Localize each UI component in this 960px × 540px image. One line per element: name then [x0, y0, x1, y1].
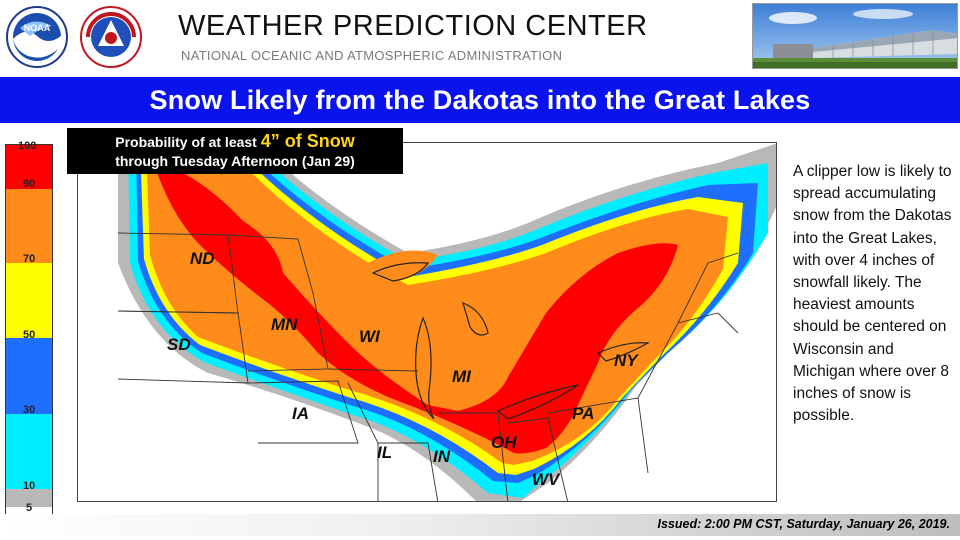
footer: Issued: 2:00 PM CST, Saturday, January 2… [0, 514, 960, 536]
state-label-nd: ND [190, 249, 215, 268]
legend-label-70: 70 [23, 253, 36, 265]
page-subtitle: NATIONAL OCEANIC AND ATMOSPHERIC ADMINIS… [181, 48, 563, 63]
nws-logo [80, 6, 142, 68]
legend-label-5: 5 [26, 502, 33, 514]
probability-caption-prefix: Probability of at least [115, 134, 261, 150]
legend-band-30-50 [6, 338, 52, 414]
page-title: WEATHER PREDICTION CENTER [178, 10, 648, 42]
state-label-wv: WV [532, 470, 560, 489]
probability-caption-highlight: 4” of Snow [260, 131, 355, 151]
legend-label-30: 30 [23, 404, 36, 416]
svg-text:NOAA: NOAA [24, 23, 51, 33]
state-label-ia: IA [292, 404, 309, 423]
snow-probability-map: ND SD MN WI IA IL IN MI OH PA NY WV [77, 142, 777, 502]
state-label-il: IL [377, 443, 393, 462]
probability-caption-line2: through Tuesday Afternoon (Jan 29) [115, 153, 355, 169]
state-label-ny: NY [614, 351, 638, 370]
probability-caption-line1: Probability of at least 4” of Snow [67, 132, 403, 152]
legend-band-90-100 [6, 145, 52, 189]
state-label-wi: WI [359, 327, 380, 346]
legend-band-70-90 [6, 189, 52, 263]
legend-label-10: 10 [23, 480, 36, 492]
probability-caption: Probability of at least 4” of Snow throu… [67, 128, 403, 174]
state-label-mn: MN [271, 315, 298, 334]
probability-legend: 100 90 70 50 30 10 5 0 [5, 140, 53, 531]
state-label-pa: PA [572, 404, 595, 423]
legend-band-50-70 [6, 263, 52, 338]
legend-label-50: 50 [23, 329, 36, 341]
legend-band-10-30 [6, 414, 52, 489]
header: NOAA WEATHER PREDICTION CENTER NATIONAL … [0, 0, 960, 74]
state-label-sd: SD [167, 335, 191, 354]
headline-banner: Snow Likely from the Dakotas into the Gr… [0, 77, 960, 123]
legend-label-100: 100 [18, 140, 37, 152]
state-label-oh: OH [491, 433, 517, 452]
wpc-building-photo [752, 3, 958, 69]
probability-contours [117, 143, 776, 501]
forecast-description: A clipper low is likely to spread accumu… [793, 163, 952, 425]
state-label-in: IN [433, 447, 450, 466]
state-label-mi: MI [452, 367, 471, 386]
legend-band-5-10 [6, 489, 52, 507]
legend-label-90: 90 [23, 178, 36, 190]
headline-title: Snow Likely from the Dakotas into the Gr… [149, 84, 811, 115]
noaa-logo: NOAA [6, 6, 68, 68]
issued-timestamp: Issued: 2:00 PM CST, Saturday, January 2… [657, 517, 951, 531]
